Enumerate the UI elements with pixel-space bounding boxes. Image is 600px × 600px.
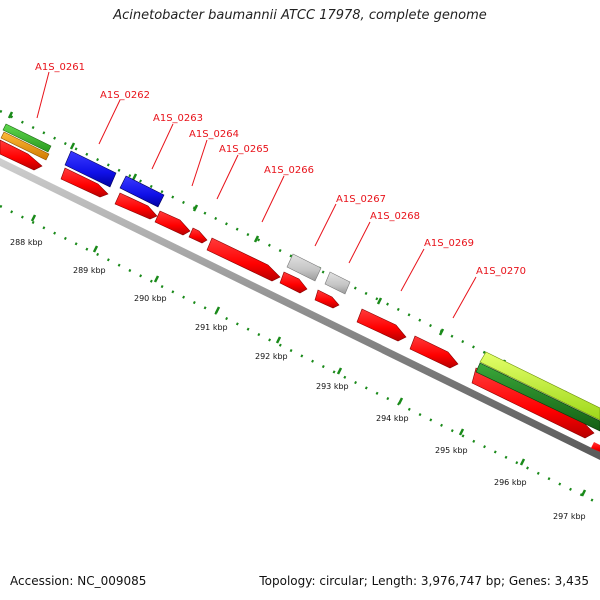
gene-label-group: A1S_0267 <box>314 194 386 247</box>
outer-major-tick <box>7 111 14 119</box>
genome-summary: Topology: circular; Length: 3,976,747 bp… <box>259 574 589 588</box>
leader-line <box>348 221 371 264</box>
backbone-band <box>0 158 600 460</box>
orange-feature <box>0 131 50 161</box>
scale-label: 295 kbp <box>435 446 468 455</box>
red-edge-feature <box>591 442 600 452</box>
outer-major-tick <box>192 204 199 212</box>
gene-label-group: A1S_0270 <box>452 266 526 319</box>
scale-label: 289 kbp <box>73 266 106 275</box>
inner-major-tick <box>153 275 160 283</box>
blue-feature <box>119 175 165 208</box>
red-cds-arrow <box>314 289 340 309</box>
gene-label: A1S_0264 <box>189 129 239 140</box>
gene-label: A1S_0262 <box>100 90 150 101</box>
gene-label: A1S_0266 <box>264 165 314 176</box>
scale-label: 297 kbp <box>553 512 586 521</box>
dark-green-feature <box>475 362 600 432</box>
scale-label: 296 kbp <box>494 478 527 487</box>
inner-dotted-track-line <box>0 204 600 506</box>
inner-major-tick <box>397 397 404 405</box>
gene-label: A1S_0267 <box>336 194 386 205</box>
inner-major-tick <box>30 214 37 222</box>
leader-line <box>98 99 121 145</box>
gene-label-group: A1S_0269 <box>400 238 474 292</box>
gene-label: A1S_0265 <box>219 144 269 155</box>
gene-label: A1S_0268 <box>370 211 420 222</box>
outer-major-tick <box>376 297 383 305</box>
gene-label-group: A1S_0263 <box>151 113 203 170</box>
gene-label-group: A1S_0268 <box>348 211 420 264</box>
scale-labels: 288 kbp 289 kbp 290 kbp 291 kbp 292 kbp … <box>10 238 586 521</box>
inner-major-tick <box>275 336 282 344</box>
leader-line <box>400 248 425 292</box>
gene-label-group: A1S_0266 <box>261 165 314 223</box>
gene-label: A1S_0261 <box>35 62 85 73</box>
inner-major-tick <box>336 367 343 375</box>
outer-major-tick <box>438 328 445 336</box>
leader-line <box>314 203 337 247</box>
inner-major-tick <box>458 428 465 436</box>
gene-label: A1S_0269 <box>424 238 474 249</box>
inner-major-tick <box>519 458 526 466</box>
inner-major-ticks <box>30 214 587 497</box>
leader-line <box>36 71 50 119</box>
red-cds-arrow <box>60 167 109 198</box>
gene-label: A1S_0263 <box>153 113 203 124</box>
scale-label: 294 kbp <box>376 414 409 423</box>
leader-line <box>191 139 208 187</box>
scale-label: 290 kbp <box>134 294 167 303</box>
leader-line <box>452 276 477 319</box>
feature-features <box>0 123 600 452</box>
gray-feature <box>286 253 322 282</box>
red-cds-arrow <box>356 308 407 342</box>
gene-label-group: A1S_0265 <box>216 144 269 200</box>
inner-scale-track: 288 kbp 289 kbp 290 kbp 291 kbp 292 kbp … <box>0 204 600 521</box>
red-cds-arrow <box>188 227 208 244</box>
accession-label: Accession: NC_009085 <box>10 574 147 588</box>
gene-label-group: A1S_0262 <box>98 90 150 145</box>
scale-label: 291 kbp <box>195 323 228 332</box>
leader-line <box>261 175 285 223</box>
lime-feature <box>479 351 600 421</box>
blue-feature <box>64 150 117 188</box>
scale-label: 293 kbp <box>316 382 349 391</box>
outer-major-tick <box>69 142 76 150</box>
backbone <box>0 158 600 460</box>
red-cds-arrow <box>279 271 308 294</box>
red-cds-arrow <box>154 210 191 236</box>
red-cds-arrow <box>0 139 43 171</box>
map-title: Acinetobacter baumannii ATCC 17978, comp… <box>113 8 487 23</box>
inner-major-tick <box>214 306 221 314</box>
gene-label-group: A1S_0264 <box>189 129 239 187</box>
green-feature <box>2 123 52 153</box>
scale-label: 292 kbp <box>255 352 288 361</box>
gene-labels: A1S_0261 A1S_0262 A1S_0263 A1S_0264 A1S_… <box>35 62 526 319</box>
leader-line <box>216 154 239 200</box>
inner-major-tick <box>92 245 99 253</box>
gray-feature <box>324 271 351 295</box>
red-cds-arrow <box>114 192 158 220</box>
red-cds-arrow <box>409 335 459 369</box>
red-cds-arrow <box>206 237 281 282</box>
outer-major-tick <box>253 235 260 243</box>
gene-label-group: A1S_0261 <box>35 62 85 119</box>
inner-major-tick <box>580 489 587 497</box>
gene-label: A1S_0270 <box>476 266 526 277</box>
scale-label: 288 kbp <box>10 238 43 247</box>
outer-major-tick <box>131 173 138 181</box>
leader-line <box>151 123 174 170</box>
